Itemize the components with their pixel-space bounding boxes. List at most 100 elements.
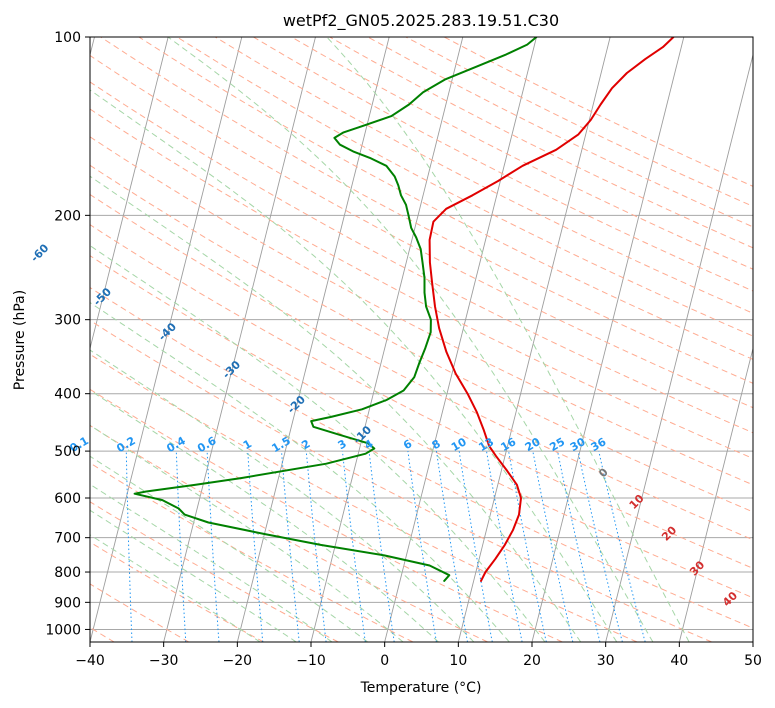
mixing-ratio-line [341, 451, 366, 642]
isotherm-label: -30 [220, 358, 243, 381]
mixing-ratio-line [557, 450, 601, 642]
mixing-ratio-label: 3 [336, 437, 349, 452]
x-axis-label: Temperature (°C) [360, 680, 482, 696]
moist-adiabat-line [90, 349, 475, 642]
mixing-ratio-line [175, 451, 187, 642]
isotherm-line [457, 37, 611, 642]
mixing-ratio-line [281, 451, 300, 642]
x-tick-label: 40 [670, 653, 688, 669]
dry-adiabat-line [176, 37, 753, 337]
dry-adiabat-line [90, 54, 753, 409]
wet-bulb-label: 10 [627, 492, 647, 512]
isotherm-line [236, 37, 390, 642]
x-axis-ticks: −40 −30 −20 −10 0 10 20 30 40 50 [75, 642, 762, 669]
isotherm-line [531, 37, 685, 642]
x-tick-label: −20 [223, 653, 253, 669]
mixing-ratio-line [407, 451, 437, 642]
mixing-ratio-label: 0.2 [114, 434, 137, 455]
dry-adiabat-line [90, 424, 488, 642]
moist-adiabat-line [90, 509, 297, 642]
dry-adiabat-line [90, 319, 712, 642]
temperature-line [428, 37, 675, 582]
y-tick-label: 300 [54, 313, 81, 329]
x-tick-label: 0 [380, 653, 389, 669]
moist-adiabat-line [90, 245, 546, 642]
moist-adiabat-line [90, 534, 261, 642]
dry-adiabat-line [253, 37, 753, 292]
moist-adiabat-line [90, 89, 618, 642]
dry-adiabat-line [405, 37, 753, 207]
x-tick-label: 50 [744, 653, 762, 669]
mixing-ratio-line [577, 450, 623, 642]
mixing-ratio-line [206, 451, 220, 642]
x-tick-label: 20 [523, 653, 541, 669]
chart-title: wetPf2_GN05.2025.283.19.51.C30 [283, 11, 559, 31]
y-tick-label: 900 [54, 595, 81, 611]
dry-adiabat-line [90, 462, 414, 642]
moist-adiabat-line [90, 455, 368, 642]
x-tick-label: 30 [597, 653, 615, 669]
dewpoint-line [133, 37, 538, 582]
mixing-ratio-line [508, 451, 547, 642]
wet-bulb-label: 30 [687, 558, 707, 578]
moist-adiabat-line [90, 424, 404, 642]
isotherm-line [605, 53, 753, 642]
isotherm-line [678, 346, 753, 642]
x-tick-label: −10 [296, 653, 326, 669]
y-tick-label: 200 [54, 208, 81, 224]
isotherm-line [163, 37, 316, 642]
isotherm-line [752, 640, 753, 642]
y-tick-label: 500 [54, 444, 81, 460]
moist-adiabat-line [90, 389, 439, 642]
moist-adiabat-line [167, 37, 654, 642]
dry-adiabat-line [214, 37, 753, 314]
mixing-ratio-label: 6 [401, 437, 414, 452]
y-tick-label: 700 [54, 531, 81, 547]
y-tick-label: 100 [54, 30, 81, 46]
dry-adiabat-line [90, 81, 753, 434]
dry-adiabat-line [90, 541, 264, 642]
dry-adiabat-line [90, 164, 753, 513]
moist-adiabat-line [326, 37, 690, 642]
y-axis-ticks: 100 200 300 400 500 600 700 800 900 1000 [45, 30, 90, 638]
dry-adiabat-line [90, 136, 753, 486]
x-tick-label: −40 [75, 653, 105, 669]
y-axis-label: Pressure (hPa) [12, 290, 28, 390]
dry-adiabat-line [90, 388, 563, 642]
isotherm-line [90, 37, 243, 642]
y-tick-label: 800 [54, 565, 81, 581]
dry-adiabat-line [90, 353, 638, 642]
mixing-ratio-line [486, 451, 523, 642]
x-tick-label: 10 [449, 653, 467, 669]
isotherm-label: -40 [156, 320, 179, 343]
mixing-ratio-line [305, 451, 327, 642]
wet-bulb-label: 40 [720, 589, 740, 609]
isotherm-line [384, 37, 537, 642]
y-tick-label: 1000 [45, 622, 81, 638]
dry-adiabat-line [90, 193, 753, 541]
y-tick-label: 400 [54, 387, 81, 403]
background-lines [90, 37, 753, 642]
mixing-ratio-line [368, 451, 395, 642]
plot-frame [89, 36, 754, 643]
mixing-ratio-label: 1 [241, 437, 254, 452]
isotherm-label: -60 [28, 241, 51, 264]
isotherm-label: -50 [91, 285, 114, 308]
dry-adiabat-line [90, 583, 190, 642]
mixing-ratio-line [435, 451, 468, 642]
wet-bulb-label: 20 [659, 523, 679, 543]
wet-bulb-label: 0 [596, 465, 611, 480]
mixing-ratio-line [458, 451, 493, 642]
moist-adiabat-line [90, 301, 510, 642]
isotherm-line [90, 37, 169, 351]
y-tick-label: 600 [54, 491, 81, 507]
mixing-ratio-line [247, 451, 264, 642]
dry-adiabat-line [100, 37, 753, 384]
x-tick-label: −30 [149, 653, 179, 669]
mixing-ratio-line [532, 451, 574, 642]
mixing-ratio-line [598, 450, 646, 642]
isotherm-label: -20 [285, 393, 308, 416]
profile-lines [133, 37, 675, 582]
moist-adiabat-line [90, 483, 333, 642]
